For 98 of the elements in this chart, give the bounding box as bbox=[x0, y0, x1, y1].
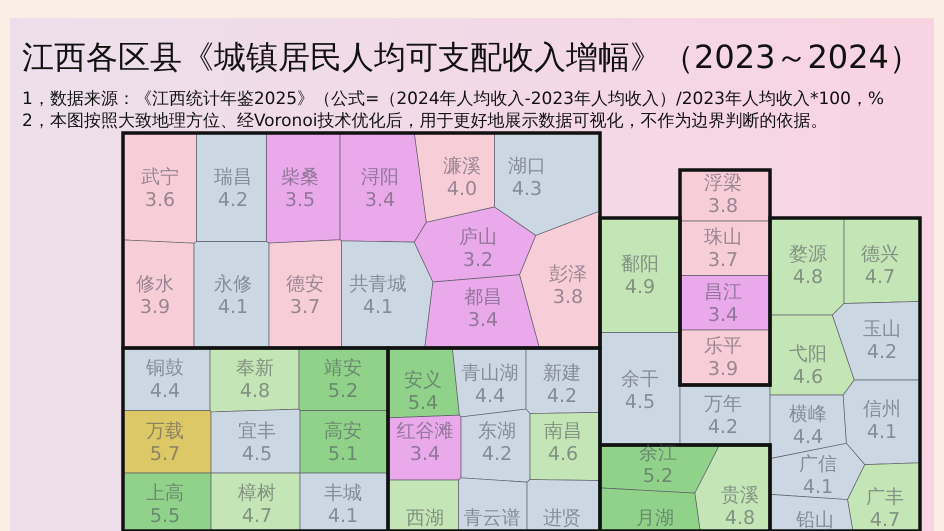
category-label: 湖口 bbox=[508, 155, 546, 177]
category-label: 奉新 bbox=[236, 357, 274, 379]
data-label: 4.0 bbox=[446, 178, 478, 200]
data-label: 4.7 bbox=[864, 266, 896, 288]
data-label: 5.1 bbox=[328, 443, 358, 465]
data-label: 4.6 bbox=[548, 443, 578, 465]
category-label: 南昌 bbox=[544, 420, 582, 442]
category-label: 永修 bbox=[214, 273, 252, 295]
data-label: 4.5 bbox=[242, 443, 272, 465]
data-label: 5.7 bbox=[150, 443, 180, 465]
category-label: 广信 bbox=[799, 453, 837, 475]
category-label: 高安 bbox=[324, 420, 362, 442]
category-label: 庐山 bbox=[459, 226, 497, 248]
category-label: 信州 bbox=[863, 398, 901, 420]
category-label: 红谷滩 bbox=[396, 420, 454, 442]
category-label: 武宁 bbox=[141, 166, 179, 188]
category-label: 余干 bbox=[621, 368, 659, 390]
category-label: 珠山 bbox=[704, 226, 742, 248]
data-label: 4.4 bbox=[150, 380, 180, 402]
text: 2，本图按照大致地理方位、经Voronoi技术优化后，用于更好地展示数据可视化，不作为边界判断的依据。 bbox=[22, 111, 828, 131]
category-label: 新建 bbox=[543, 362, 581, 384]
data-label: 3.2 bbox=[462, 249, 494, 271]
category-label: 彭泽 bbox=[549, 263, 587, 285]
category-label: 宜丰 bbox=[238, 420, 276, 442]
data-label: 5.2 bbox=[642, 465, 674, 487]
data-label: 4.7 bbox=[242, 505, 272, 527]
data-label: 4.2 bbox=[866, 341, 898, 363]
data-label: 4.4 bbox=[474, 385, 506, 407]
category-label: 瑞昌 bbox=[214, 166, 252, 188]
data-label: 4.1 bbox=[218, 296, 248, 318]
data-label: 4.8 bbox=[240, 380, 270, 402]
category-label: 靖安 bbox=[324, 357, 362, 379]
data-label: 5.5 bbox=[150, 505, 180, 527]
data-label: 4.1 bbox=[362, 296, 394, 318]
category-label: 浮梁 bbox=[704, 172, 742, 194]
data-label: 4.1 bbox=[802, 476, 834, 498]
category-label: 月湖 bbox=[636, 507, 674, 529]
text: 江西各区县《城镇居民人均可支配收入增幅》（2023～2024） bbox=[22, 38, 921, 76]
data-label: 4.1 bbox=[328, 505, 358, 527]
data-label: 3.9 bbox=[140, 296, 170, 318]
data-label: 4.9 bbox=[624, 276, 656, 298]
data-label: 5.4 bbox=[408, 392, 438, 414]
category-label: 濂溪 bbox=[443, 155, 481, 177]
data-label: 4.8 bbox=[724, 507, 756, 529]
category-label: 东湖 bbox=[478, 420, 516, 442]
category-label: 铜鼓 bbox=[145, 357, 184, 379]
category-label: 德兴 bbox=[861, 243, 899, 265]
data-label: 3.7 bbox=[708, 249, 738, 271]
category-label: 玉山 bbox=[863, 318, 901, 340]
data-label: 4.4 bbox=[792, 426, 824, 448]
data-label: 3.8 bbox=[708, 195, 738, 217]
category-label: 德安 bbox=[286, 273, 324, 295]
data-label: 4.5 bbox=[624, 391, 656, 413]
data-label: 3.7 bbox=[290, 296, 320, 318]
category-label: 万载 bbox=[146, 420, 184, 442]
data-label: 3.8 bbox=[552, 286, 584, 308]
data-label: 3.4 bbox=[708, 304, 738, 326]
data-label: 4.8 bbox=[792, 266, 824, 288]
data-label: 3.4 bbox=[468, 309, 498, 331]
category-label: 铅山 bbox=[795, 509, 834, 531]
data-label: 4.3 bbox=[512, 178, 542, 200]
text: 1，数据来源：《江西统计年鉴2025》（公式=（2024年人均收入-2023年人均收入）/2023年人均收入*100，% bbox=[22, 89, 884, 109]
category-label: 弋阳 bbox=[789, 343, 827, 365]
category-label: 修水 bbox=[136, 273, 174, 295]
category-label: 都昌 bbox=[464, 286, 502, 308]
category-label: 广丰 bbox=[866, 486, 904, 508]
data-label: 4.6 bbox=[792, 366, 824, 388]
category-label: 樟树 bbox=[237, 482, 276, 504]
category-label: 万年 bbox=[704, 393, 742, 415]
data-label: 3.4 bbox=[410, 443, 440, 465]
category-label: 柴桑 bbox=[281, 166, 319, 188]
category-label: 浔阳 bbox=[361, 166, 399, 188]
category-label: 共青城 bbox=[350, 273, 406, 295]
category-label: 婺源 bbox=[789, 243, 827, 265]
category-label: 贵溪 bbox=[721, 484, 759, 506]
category-label: 昌江 bbox=[704, 281, 742, 303]
category-label: 西湖 bbox=[406, 507, 444, 529]
category-label: 青山湖 bbox=[462, 362, 518, 384]
data-label: 3.9 bbox=[708, 358, 738, 380]
data-label: 4.2 bbox=[546, 385, 578, 407]
data-label: 4.2 bbox=[482, 443, 512, 465]
data-label: 4.2 bbox=[708, 416, 738, 438]
category-label: 安义 bbox=[404, 369, 442, 391]
category-label: 横峰 bbox=[789, 403, 827, 425]
category-label: 上高 bbox=[146, 482, 184, 504]
data-label: 3.4 bbox=[364, 189, 396, 211]
data-label: 3.6 bbox=[144, 189, 176, 211]
category-label: 青云谱 bbox=[464, 507, 520, 529]
data-label: 4.1 bbox=[866, 421, 898, 443]
data-label: 4.7 bbox=[870, 509, 900, 531]
category-label: 鄱阳 bbox=[621, 253, 659, 275]
data-label: 3.5 bbox=[284, 189, 316, 211]
data-label: 4.2 bbox=[218, 189, 248, 211]
category-label: 乐平 bbox=[704, 335, 742, 357]
category-label: 丰城 bbox=[324, 482, 362, 504]
category-label: 余江 bbox=[639, 442, 677, 464]
data-label: 5.2 bbox=[328, 380, 358, 402]
category-label: 进贤 bbox=[543, 507, 581, 529]
